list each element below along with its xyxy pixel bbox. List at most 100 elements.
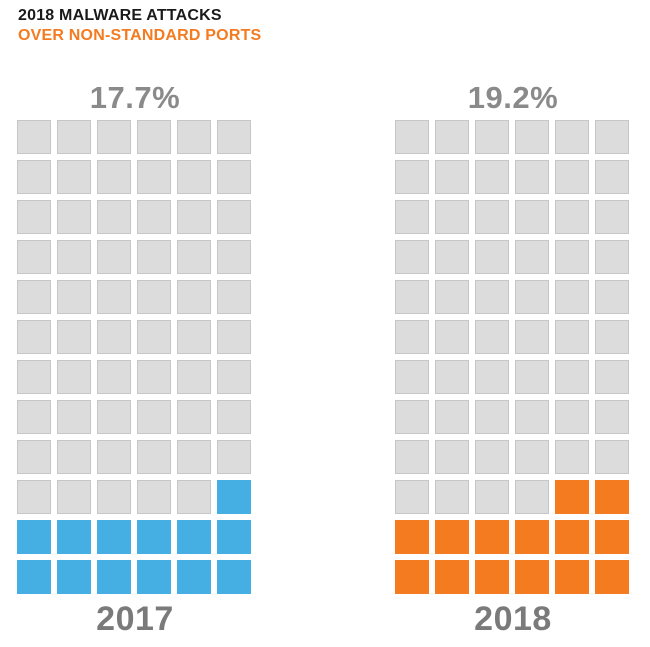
waffle-cell-empty <box>97 400 131 434</box>
waffle-cell-empty <box>475 360 509 394</box>
waffle-cell-filled <box>177 520 211 554</box>
waffle-cell-empty <box>435 240 469 274</box>
waffle-cell-empty <box>475 400 509 434</box>
waffle-cell-empty <box>595 320 629 354</box>
waffle-cell-empty <box>475 440 509 474</box>
waffle-cell-empty <box>57 160 91 194</box>
waffle-cell-empty <box>137 400 171 434</box>
waffle-cell-empty <box>57 440 91 474</box>
waffle-cell-empty <box>177 480 211 514</box>
waffle-cell-empty <box>395 320 429 354</box>
waffle-cell-filled <box>475 560 509 594</box>
waffle-cell-empty <box>97 240 131 274</box>
panel-2018-year-label: 2018 <box>474 600 552 638</box>
waffle-cell-empty <box>395 440 429 474</box>
waffle-cell-empty <box>137 320 171 354</box>
waffle-cell-filled <box>475 520 509 554</box>
panel-2017-year-label: 2017 <box>96 600 174 638</box>
waffle-cell-empty <box>515 160 549 194</box>
waffle-cell-empty <box>395 360 429 394</box>
waffle-cell-empty <box>435 160 469 194</box>
waffle-cell-empty <box>137 480 171 514</box>
waffle-cell-empty <box>177 360 211 394</box>
waffle-cell-empty <box>435 360 469 394</box>
waffle-cell-filled <box>515 520 549 554</box>
waffle-cell-empty <box>57 120 91 154</box>
waffle-cell-filled <box>595 560 629 594</box>
waffle-cell-filled <box>217 480 251 514</box>
waffle-cell-empty <box>177 200 211 234</box>
panel-2017-percentage: 17.7% <box>89 80 181 115</box>
panel-2018-percentage: 19.2% <box>467 80 559 115</box>
chart-subtitle: OVER NON-STANDARD PORTS <box>18 27 262 44</box>
waffle-cell-empty <box>177 440 211 474</box>
waffle-cell-empty <box>555 400 589 434</box>
waffle-grid-2017 <box>17 120 253 594</box>
waffle-cell-empty <box>177 160 211 194</box>
waffle-cell-empty <box>217 120 251 154</box>
waffle-cell-empty <box>515 320 549 354</box>
waffle-cell-empty <box>555 360 589 394</box>
waffle-cell-empty <box>435 400 469 434</box>
waffle-cell-empty <box>97 440 131 474</box>
waffle-cell-empty <box>475 160 509 194</box>
waffle-cell-empty <box>17 280 51 314</box>
waffle-cell-empty <box>57 240 91 274</box>
waffle-cell-empty <box>515 480 549 514</box>
waffle-cell-empty <box>17 440 51 474</box>
waffle-cell-empty <box>555 320 589 354</box>
waffle-cell-filled <box>595 480 629 514</box>
waffle-cell-empty <box>595 280 629 314</box>
waffle-cell-empty <box>137 440 171 474</box>
waffle-cell-empty <box>217 440 251 474</box>
waffle-cell-empty <box>555 200 589 234</box>
waffle-cell-empty <box>217 160 251 194</box>
waffle-cell-empty <box>217 360 251 394</box>
waffle-cell-filled <box>435 560 469 594</box>
waffle-cell-empty <box>137 240 171 274</box>
waffle-cell-filled <box>555 560 589 594</box>
waffle-cell-empty <box>137 160 171 194</box>
waffle-cell-empty <box>595 240 629 274</box>
waffle-cell-empty <box>475 280 509 314</box>
waffle-cell-empty <box>177 400 211 434</box>
waffle-cell-empty <box>137 200 171 234</box>
waffle-cell-empty <box>475 120 509 154</box>
waffle-cell-empty <box>17 360 51 394</box>
waffle-cell-empty <box>97 280 131 314</box>
waffle-cell-empty <box>217 400 251 434</box>
waffle-cell-filled <box>177 560 211 594</box>
waffle-cell-filled <box>17 560 51 594</box>
waffle-cell-empty <box>395 400 429 434</box>
waffle-cell-filled <box>57 520 91 554</box>
waffle-cell-empty <box>97 360 131 394</box>
waffle-cell-empty <box>515 200 549 234</box>
waffle-cell-empty <box>395 120 429 154</box>
waffle-cell-empty <box>395 160 429 194</box>
waffle-cell-empty <box>595 160 629 194</box>
waffle-cell-empty <box>555 240 589 274</box>
waffle-cell-empty <box>555 160 589 194</box>
waffle-cell-filled <box>217 560 251 594</box>
waffle-cell-empty <box>97 200 131 234</box>
waffle-cell-empty <box>57 200 91 234</box>
waffle-cell-empty <box>435 320 469 354</box>
waffle-grid-2018 <box>395 120 631 594</box>
waffle-cell-empty <box>515 440 549 474</box>
waffle-cell-empty <box>57 400 91 434</box>
waffle-cell-empty <box>515 360 549 394</box>
waffle-cell-empty <box>515 400 549 434</box>
waffle-cell-empty <box>435 440 469 474</box>
waffle-cell-empty <box>137 120 171 154</box>
waffle-cell-empty <box>395 240 429 274</box>
waffle-cell-filled <box>57 560 91 594</box>
waffle-cell-empty <box>137 360 171 394</box>
waffle-cell-empty <box>435 280 469 314</box>
waffle-cell-empty <box>395 480 429 514</box>
waffle-cell-empty <box>515 120 549 154</box>
waffle-cell-empty <box>177 240 211 274</box>
waffle-cell-empty <box>435 120 469 154</box>
waffle-cell-filled <box>555 520 589 554</box>
waffle-cell-filled <box>137 520 171 554</box>
waffle-cell-empty <box>177 120 211 154</box>
